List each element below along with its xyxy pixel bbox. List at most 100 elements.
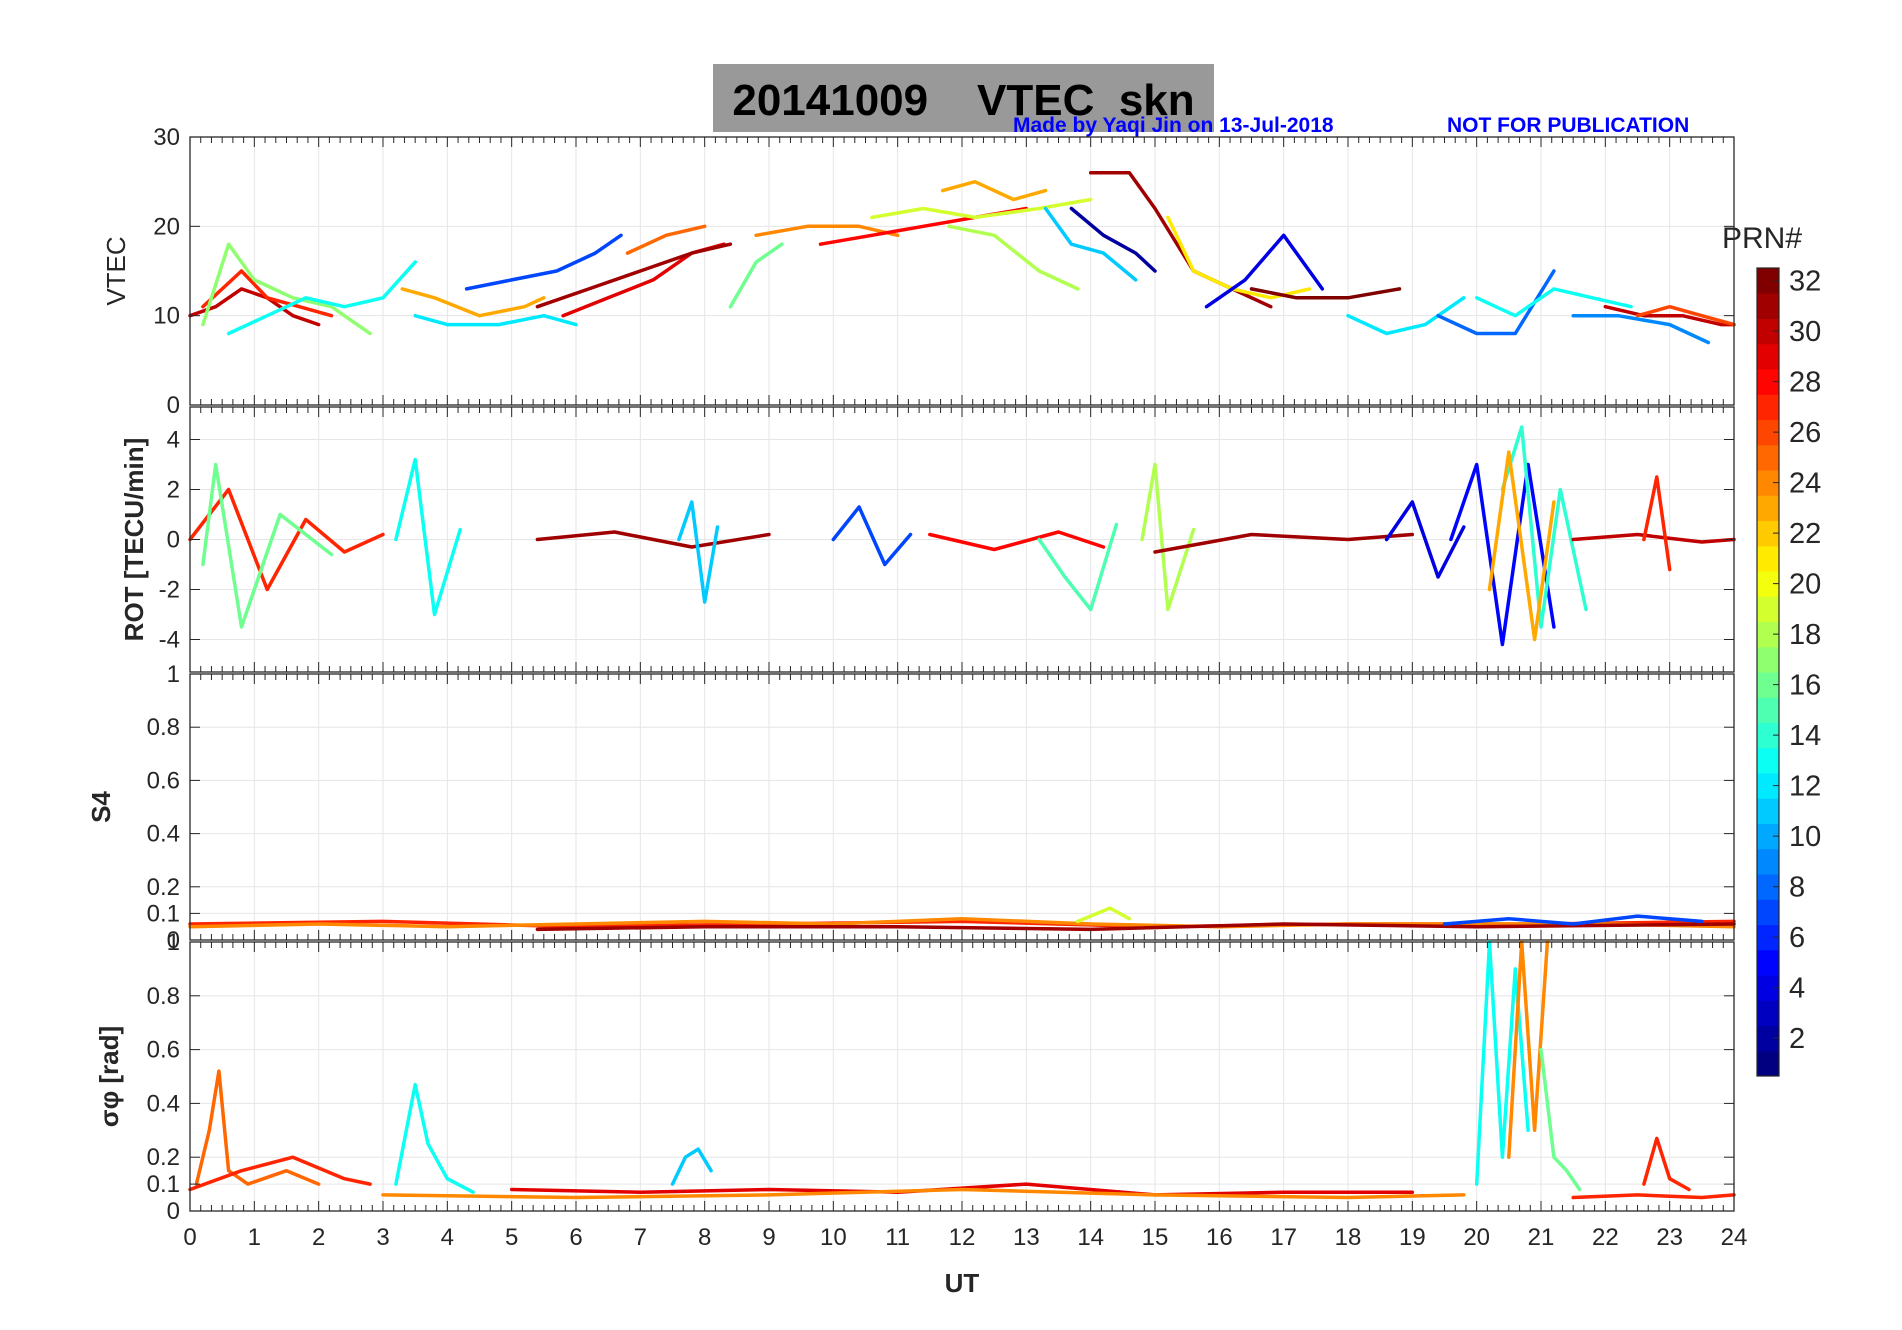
colorbar-segment	[1757, 369, 1779, 395]
y-tick-label: 0	[167, 1198, 180, 1225]
x-tick-label: 19	[1399, 1224, 1426, 1251]
x-tick-label: 17	[1270, 1224, 1297, 1251]
x-tick-label: 24	[1721, 1224, 1748, 1251]
colorbar-segment	[1757, 1050, 1779, 1077]
colorbar-title: PRN#	[1722, 222, 1802, 255]
series-line-vtec-21	[1249, 287, 1402, 300]
x-tick-label: 1	[248, 1224, 261, 1251]
y-axis-label: ROT [TECU/min]	[119, 438, 149, 642]
y-tick-label: 0	[167, 392, 180, 419]
y-tick-label: 0.6	[147, 767, 180, 794]
x-tick-label: 23	[1656, 1224, 1683, 1251]
series-line-vtec-8	[535, 242, 733, 309]
colorbar-segment	[1757, 874, 1779, 900]
colorbar-tick-label: 14	[1789, 720, 1821, 752]
series-line-vtec-24	[1474, 287, 1633, 318]
colorbar-segment	[1757, 798, 1779, 824]
series-line-sigphi-0	[194, 1069, 321, 1186]
x-tick-label: 3	[376, 1224, 389, 1251]
series-line-vtec-10	[728, 242, 784, 309]
colorbar-segment	[1757, 545, 1779, 572]
y-tick-label: 0.8	[147, 714, 180, 741]
series-line-rot-4	[677, 500, 720, 604]
series-line-vtec-4	[400, 287, 546, 318]
series-line-sigphi-6	[1474, 940, 1530, 1186]
colorbar-segment	[1757, 293, 1779, 319]
y-tick-label: 20	[153, 213, 180, 240]
series-line-rot-15	[1642, 475, 1672, 572]
colorbar-segment	[1757, 1025, 1779, 1052]
y-tick-label: 30	[153, 124, 180, 151]
credit-note: Made by Yaqi Jin on 13-Jul-2018	[1013, 114, 1334, 137]
colorbar-segment	[1757, 621, 1779, 648]
series-line-vtec-20	[1204, 233, 1325, 309]
series-line-rot-11	[1449, 462, 1556, 647]
series-line-vtec-22	[1346, 296, 1466, 336]
series-line-sigphi-10	[1571, 1193, 1736, 1200]
colorbar-tick-label: 16	[1789, 670, 1821, 702]
series-line-vtec-17	[1043, 206, 1138, 282]
x-tick-label: 0	[183, 1224, 196, 1251]
x-tick-label: 9	[762, 1224, 775, 1251]
colorbar-segment	[1757, 444, 1779, 471]
colorbar-segment	[1757, 596, 1779, 622]
y-tick-label: 0.6	[147, 1037, 180, 1064]
series-line-rot-3	[535, 530, 771, 549]
x-tick-label: 22	[1592, 1224, 1619, 1251]
series-line-vtec-15	[947, 224, 1080, 291]
series-line-s4-4	[1442, 914, 1704, 926]
series-line-vtec-3	[226, 260, 417, 336]
y-tick-label: 0.4	[147, 1090, 180, 1117]
x-tick-label: 4	[441, 1224, 454, 1251]
colorbar-tick-label: 22	[1789, 518, 1821, 550]
series-line-vtec-5	[413, 313, 578, 327]
colorbar-segment	[1757, 318, 1779, 345]
colorbar-segment	[1757, 394, 1779, 420]
series-line-s4-3	[1076, 906, 1132, 924]
panel-s4: 00.10.2 0.4 0.6 0.8 1 S4	[86, 661, 1736, 954]
series-line-vtec-26	[1603, 304, 1736, 327]
x-tick-label: 11	[885, 1224, 910, 1251]
colorbar-segment	[1757, 1000, 1779, 1026]
colorbar-segment	[1757, 773, 1779, 799]
colorbar-segment	[1757, 343, 1779, 370]
series-line-rot-2	[394, 457, 462, 617]
colorbar-segment	[1757, 722, 1779, 749]
y-tick-label: 0	[167, 927, 180, 954]
colorbar-segment	[1757, 899, 1779, 925]
colorbar-tick-label: 28	[1789, 367, 1821, 399]
series-line-rot-13	[1487, 450, 1556, 642]
series-line-s4-1	[188, 916, 1736, 929]
y-tick-label: -2	[159, 577, 180, 604]
series-line-vtec-25	[1571, 313, 1711, 345]
series-line-rot-9	[1153, 532, 1415, 554]
series-line-s4-2	[535, 922, 1736, 932]
x-tick-label: 18	[1335, 1224, 1362, 1251]
panel-rot: -4 -2 0 2 4 ROT [TECU/min]	[119, 406, 1736, 673]
series-line-sigphi-2	[394, 1082, 475, 1194]
series-line-vtec-1	[201, 269, 334, 318]
series-line-sigphi-7	[1507, 940, 1550, 1159]
colorbar-tick-label: 30	[1789, 316, 1821, 348]
series-line-vtec-2	[201, 242, 372, 336]
series-line-rot-14	[1571, 532, 1736, 544]
x-axis: 0 1 2 3 4 5 6 7 8 9 10 11 12 13 14 15 16 17 18 19 20 21 22 23 24…	[183, 1224, 1747, 1298]
series-line-vtec-13	[870, 197, 1093, 220]
y-tick-label: 0	[167, 527, 180, 554]
y-tick-label: 0.1	[147, 1171, 180, 1198]
series-line-vtec-27	[1635, 304, 1736, 327]
y-axis-label: σφ [rad]	[94, 1026, 124, 1127]
colorbar-tick-label: 10	[1789, 821, 1821, 853]
y-tick-label: 0.8	[147, 983, 180, 1010]
x-tick-label: 16	[1206, 1224, 1233, 1251]
x-tick-label: 6	[569, 1224, 582, 1251]
y-tick-label: 0.4	[147, 821, 180, 848]
colorbar-segment	[1757, 646, 1779, 673]
y-tick-label: 2	[167, 477, 180, 504]
x-tick-label: 2	[312, 1224, 325, 1251]
x-tick-label: 13	[1013, 1224, 1040, 1251]
